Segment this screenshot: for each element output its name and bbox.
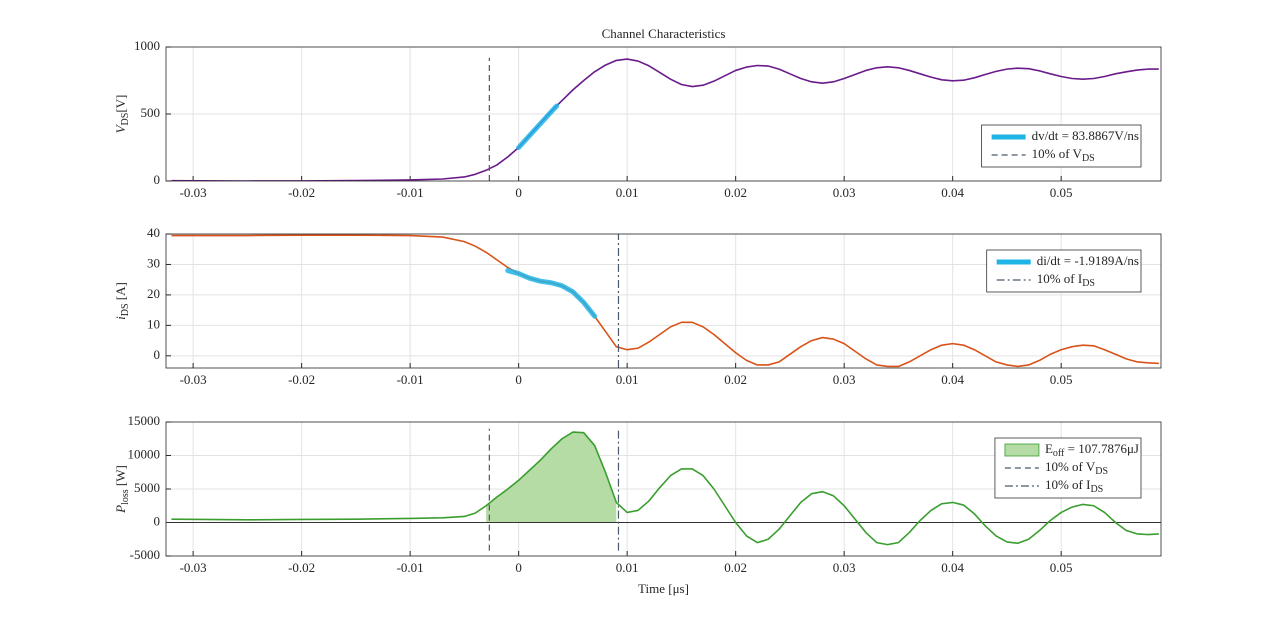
y-tick-label: 0 xyxy=(154,172,161,187)
series-group xyxy=(171,234,1159,368)
y-tick-label: 40 xyxy=(147,225,160,240)
subscript: off xyxy=(1053,448,1065,459)
x-tick-label: 0.04 xyxy=(941,372,964,387)
fit-line xyxy=(505,268,598,319)
x-tick-label: 0.03 xyxy=(833,560,856,575)
legend-label: 10% of VDS xyxy=(1045,459,1108,477)
subscript: DS xyxy=(1090,484,1103,495)
series-group xyxy=(171,57,1159,181)
subplot: -0.03 -0.02 -0.01 0 0.01 0.02 0.03 0.04 0.05 -500… xyxy=(113,413,1162,596)
text-part: [V] xyxy=(113,95,128,113)
y-tick-label: 20 xyxy=(147,286,160,301)
subplot: -0.03 -0.02 -0.01 0 0.01 0.02 0.03 0.04 0.05 0 10 2… xyxy=(113,225,1162,387)
x-tick-label: 0.03 xyxy=(833,372,856,387)
y-tick-label: 500 xyxy=(141,105,161,120)
y-tick-label: 1000 xyxy=(134,38,160,53)
legend-box xyxy=(986,249,1142,293)
subplot: -0.03 -0.02 -0.01 0 0.01 0.02 0.03 0.04 0.05 0 500… xyxy=(113,26,1162,200)
x-tick-label: -0.01 xyxy=(397,560,424,575)
subscript: DS xyxy=(120,303,131,316)
x-tick-label: 0.05 xyxy=(1050,372,1073,387)
text-part: dv/dt = 83.8867V/ns xyxy=(1032,128,1139,143)
legend-box xyxy=(981,124,1142,168)
y-tick-label: -5000 xyxy=(130,547,160,562)
fit-line xyxy=(516,103,560,150)
x-tick-label: -0.03 xyxy=(180,185,207,200)
legend-label: Eoff = 107.7876μJ xyxy=(1045,441,1139,459)
x-tick-label: 0.02 xyxy=(724,560,747,575)
subscript: loss xyxy=(120,489,131,505)
line xyxy=(171,431,1159,546)
x-tick-label: 0.01 xyxy=(616,185,639,200)
x-tick-label: 0 xyxy=(515,372,522,387)
text-part: [W] xyxy=(113,465,128,489)
x-tick-label: -0.02 xyxy=(288,560,315,575)
chart-title: Channel Characteristics xyxy=(602,26,726,41)
text-part: P xyxy=(113,505,128,514)
text-part: 10% of I xyxy=(1037,271,1083,286)
y-tick-label: 30 xyxy=(147,255,160,270)
legend-label: dv/dt = 83.8867V/ns xyxy=(1032,128,1139,143)
x-tick-label: 0.05 xyxy=(1050,185,1073,200)
text-part: i xyxy=(113,316,128,320)
y-tick-label: 10000 xyxy=(128,446,161,461)
subscript: DS xyxy=(120,113,131,126)
series-group xyxy=(166,428,1161,551)
y-tick-label: 15000 xyxy=(128,413,161,428)
text-part: 10% of I xyxy=(1045,477,1091,492)
x-tick-label: 0.01 xyxy=(616,560,639,575)
area xyxy=(486,432,617,523)
text-part: V xyxy=(113,123,128,133)
x-tick-label: -0.01 xyxy=(397,185,424,200)
legend: di/dt = -1.9189A/ns 10% of IDS xyxy=(986,249,1142,293)
subscript: DS xyxy=(1095,466,1108,477)
x-tick-label: 0.01 xyxy=(616,372,639,387)
legend-label: di/dt = -1.9189A/ns xyxy=(1037,253,1139,268)
text-part: 10% of V xyxy=(1032,146,1083,161)
y-axis-label: Ploss [W] xyxy=(113,465,131,514)
x-tick-label: 0.04 xyxy=(941,560,964,575)
y-tick-label: 0 xyxy=(154,347,161,362)
x-tick-label: -0.03 xyxy=(180,372,207,387)
legend-swatch xyxy=(1004,443,1040,457)
y-tick-label: 10 xyxy=(147,316,160,331)
subscript: DS xyxy=(1082,278,1095,289)
plot-frame xyxy=(165,421,1162,557)
x-tick-label: -0.02 xyxy=(288,185,315,200)
x-axis-label: Time [μs] xyxy=(638,581,689,596)
x-tick-label: -0.02 xyxy=(288,372,315,387)
plot-frame xyxy=(165,233,1162,369)
x-tick-label: 0.02 xyxy=(724,372,747,387)
x-tick-label: 0 xyxy=(515,560,522,575)
x-tick-label: 0 xyxy=(515,185,522,200)
y-tick-label: 0 xyxy=(154,513,161,528)
x-tick-label: -0.03 xyxy=(180,560,207,575)
x-tick-label: 0.04 xyxy=(941,185,964,200)
x-tick-label: 0.03 xyxy=(833,185,856,200)
x-tick-label: -0.01 xyxy=(397,372,424,387)
subscript: DS xyxy=(1082,153,1095,164)
plot-frame xyxy=(165,46,1162,182)
legend-label: 10% of IDS xyxy=(1037,271,1095,289)
x-tick-label: 0.05 xyxy=(1050,560,1073,575)
text-part: = 107.7876μJ xyxy=(1064,441,1139,456)
legend-label: 10% of VDS xyxy=(1032,146,1095,164)
y-axis-label: VDS[V] xyxy=(113,95,131,134)
text-part: [A] xyxy=(113,282,128,303)
legend: dv/dt = 83.8867V/ns 10% of VDS xyxy=(981,124,1142,168)
y-axis-label: iDS [A] xyxy=(113,282,131,320)
legend-label: 10% of IDS xyxy=(1045,477,1103,495)
y-tick-label: 5000 xyxy=(134,480,160,495)
x-tick-label: 0.02 xyxy=(724,185,747,200)
text-part: 10% of V xyxy=(1045,459,1096,474)
text-part: di/dt = -1.9189A/ns xyxy=(1037,253,1139,268)
text-part: E xyxy=(1045,441,1053,456)
